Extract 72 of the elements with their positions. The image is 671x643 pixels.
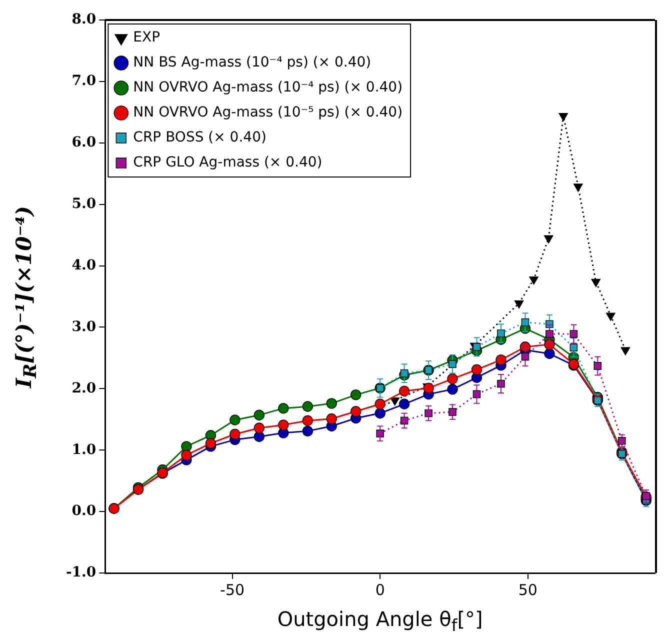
- legend-label: CRP BOSS (× 0.40): [133, 130, 266, 146]
- y-tick-label: 0.0: [72, 503, 96, 520]
- legend-label: NN OVRVO Ag-mass (10⁻⁵ ps) (× 0.40): [133, 104, 403, 121]
- legend-label: CRP GLO Ag-mass (× 0.40): [133, 154, 322, 171]
- point: [570, 344, 578, 352]
- point: [254, 422, 265, 434]
- point: [570, 330, 578, 338]
- point: [496, 354, 506, 366]
- point: [390, 397, 400, 406]
- point: [447, 373, 458, 384]
- x-tick-label: 50: [518, 580, 538, 599]
- point: [497, 380, 505, 388]
- point: [529, 276, 538, 285]
- point: [606, 312, 616, 321]
- point: [230, 428, 240, 440]
- point: [546, 330, 554, 338]
- point: [521, 318, 530, 326]
- y-tick-label: 5.0: [72, 196, 96, 212]
- point: [302, 426, 314, 436]
- y-tick-label: 4.0: [72, 257, 96, 274]
- point: [591, 278, 601, 288]
- point: [376, 430, 384, 438]
- y-tick-label: 6.0: [72, 134, 96, 151]
- point: [544, 348, 555, 359]
- point: [326, 398, 337, 409]
- x-tick-label: 0: [375, 580, 385, 599]
- point: [205, 438, 216, 449]
- point: [448, 408, 456, 416]
- point: [573, 184, 583, 192]
- x-tick-label: -50: [220, 580, 245, 599]
- point: [497, 329, 505, 338]
- point: [472, 390, 481, 398]
- point: [471, 364, 482, 375]
- point: [350, 389, 362, 400]
- point: [278, 420, 289, 430]
- y-tick-label: 1.0: [72, 442, 96, 458]
- x-axis-title: Outgoing Angle θ$_{f}$[°]: [277, 607, 483, 635]
- point: [400, 369, 408, 378]
- point: [326, 413, 337, 424]
- y-tick-label: 2.0: [72, 380, 96, 396]
- point: [558, 113, 568, 122]
- legend-label: NN OVRVO Ag-mass (10⁻⁴ ps) (× 0.40): [133, 80, 403, 96]
- point: [521, 352, 530, 361]
- y-tick-label: 8.0: [72, 12, 96, 28]
- point: [620, 347, 630, 356]
- point: [350, 406, 362, 417]
- point: [374, 408, 386, 419]
- point: [374, 398, 386, 410]
- point: [544, 235, 554, 244]
- point: [594, 362, 602, 370]
- point: [472, 343, 481, 351]
- point: [181, 450, 192, 460]
- point: [302, 401, 314, 412]
- y-tick-label: 7.0: [72, 73, 96, 90]
- point: [618, 437, 626, 445]
- point: [398, 386, 410, 396]
- legend-label: EXP: [133, 30, 160, 46]
- point: [400, 416, 408, 425]
- y-tick-label: 3.0: [72, 318, 96, 335]
- point: [424, 409, 432, 418]
- point: [448, 360, 456, 368]
- legend-label: NN BS Ag-mass (10⁻⁴ ps) (× 0.40): [133, 54, 372, 71]
- point: [398, 398, 410, 410]
- point: [278, 402, 289, 414]
- point: [514, 300, 524, 309]
- point: [230, 414, 240, 426]
- point: [302, 415, 314, 426]
- y-tick-label: -1.0: [66, 564, 96, 581]
- point: [447, 384, 458, 395]
- point: [254, 431, 265, 442]
- point: [254, 410, 265, 420]
- point: [181, 441, 192, 452]
